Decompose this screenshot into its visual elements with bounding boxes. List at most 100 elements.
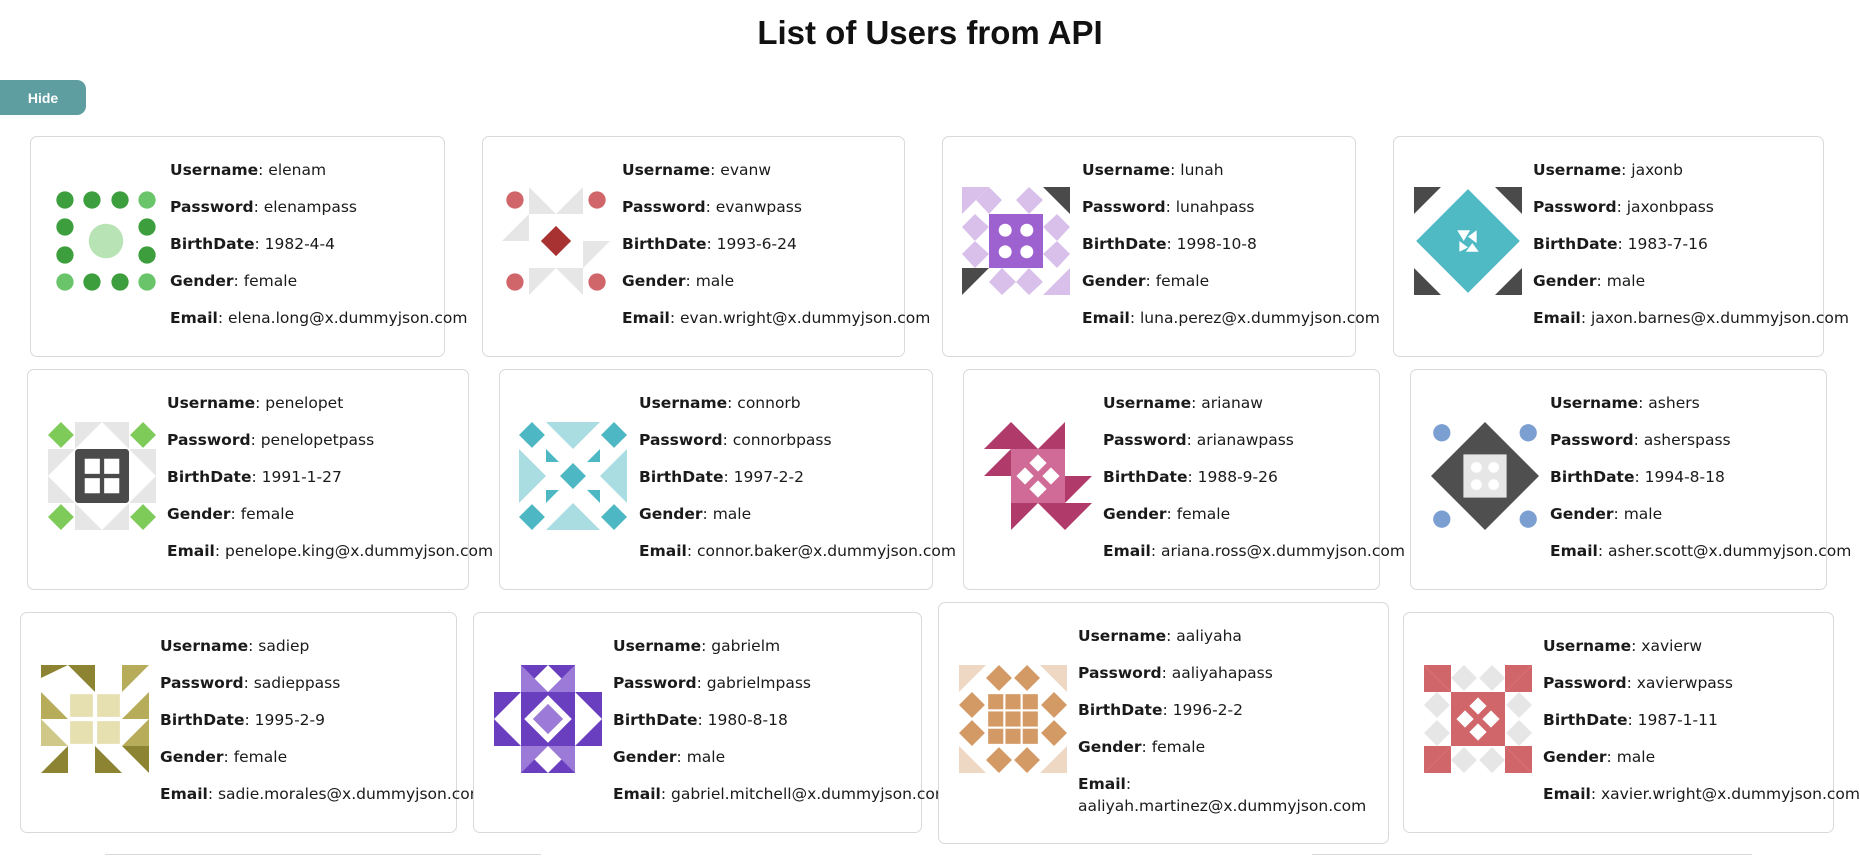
user-card: Username: lunah Password: lunahpass Birt… <box>942 136 1380 357</box>
user-card: Username: penelopet Password: penelopetp… <box>27 369 493 590</box>
birthdate-value: 1988-9-26 <box>1197 468 1278 486</box>
birthdate-value: 1993-6-24 <box>716 235 797 253</box>
identicon-avatar <box>1414 187 1522 295</box>
password-row: Password: xavierwpass <box>1543 674 1733 692</box>
email-row: Email: penelope.king@x.dummyjson.com <box>167 542 494 560</box>
gender-value: male <box>1606 272 1646 290</box>
username-row: Username: xavierw <box>1543 637 1703 655</box>
email-row: Email: jaxon.barnes@x.dummyjson.com <box>1533 309 1849 327</box>
identicon-avatar <box>519 422 627 530</box>
birthdate-row: BirthDate: 1983-7-16 <box>1533 235 1708 253</box>
user-info: Username: xavierw Password: xavierwpass … <box>1543 635 1860 820</box>
user-info: Username: jaxonb Password: jaxonbpass Bi… <box>1533 159 1849 344</box>
birthdate-row: BirthDate: 1996-2-2 <box>1078 701 1243 719</box>
identicon-avatar <box>502 187 610 295</box>
username-value: arianaw <box>1201 394 1263 412</box>
username-row: Username: penelopet <box>167 394 344 412</box>
username-row: Username: jaxonb <box>1533 161 1683 179</box>
email-value: gabriel.mitchell@x.dummyjson.com <box>670 785 950 803</box>
birthdate-row: BirthDate: 1991-1-27 <box>167 468 342 486</box>
email-value: evan.wright@x.dummyjson.com <box>679 309 931 327</box>
birthdate-row: BirthDate: 1987-1-11 <box>1543 711 1718 729</box>
password-value: connorbpass <box>732 431 832 449</box>
password-value: evanwpass <box>715 198 802 216</box>
user-info: Username: penelopet Password: penelopetp… <box>167 392 493 577</box>
username-value: aaliyaha <box>1176 627 1242 645</box>
identicon-avatar <box>52 187 160 295</box>
email-row: Email: ariana.ross@x.dummyjson.com <box>1103 542 1405 560</box>
email-value: jaxon.barnes@x.dummyjson.com <box>1590 309 1849 327</box>
gender-row: Gender: male <box>1543 748 1656 766</box>
password-row: Password: gabrielmpass <box>613 674 812 692</box>
identicon-avatar <box>962 187 1070 295</box>
username-value: evanw <box>720 161 772 179</box>
gender-row: Gender: female <box>1078 738 1206 756</box>
next-card-edge <box>105 854 541 855</box>
user-info: Username: evanw Password: evanwpass Birt… <box>622 159 930 344</box>
birthdate-row: BirthDate: 1993-6-24 <box>622 235 797 253</box>
gender-value: male <box>695 272 735 290</box>
username-value: jaxonb <box>1631 161 1683 179</box>
identicon-avatar <box>1424 665 1532 773</box>
user-info: Username: aaliyaha Password: aaliyahapas… <box>1078 625 1366 832</box>
gender-row: Gender: female <box>1082 272 1210 290</box>
birthdate-row: BirthDate: 1997-2-2 <box>639 468 804 486</box>
username-value: lunah <box>1180 161 1224 179</box>
birthdate-value: 1991-1-27 <box>261 468 342 486</box>
gender-row: Gender: male <box>622 272 735 290</box>
username-row: Username: aaliyaha <box>1078 627 1242 645</box>
user-card: Username: aaliyaha Password: aaliyahapas… <box>938 602 1389 844</box>
gender-row: Gender: male <box>1550 505 1663 523</box>
username-row: Username: connorb <box>639 394 801 412</box>
birthdate-value: 1998-10-8 <box>1176 235 1257 253</box>
identicon-avatar <box>494 665 602 773</box>
email-value: luna.perez@x.dummyjson.com <box>1139 309 1380 327</box>
password-row: Password: lunahpass <box>1082 198 1255 216</box>
password-row: Password: asherspass <box>1550 431 1731 449</box>
username-value: sadiep <box>258 637 310 655</box>
email-row: Email: connor.baker@x.dummyjson.com <box>639 542 957 560</box>
gender-row: Gender: female <box>160 748 288 766</box>
hide-button[interactable]: Hide <box>0 80 86 115</box>
password-value: asherspass <box>1643 431 1731 449</box>
password-value: aaliyahapass <box>1171 664 1273 682</box>
username-row: Username: gabrielm <box>613 637 781 655</box>
username-value: ashers <box>1648 394 1700 412</box>
password-row: Password: evanwpass <box>622 198 802 216</box>
user-card: Username: jaxonb Password: jaxonbpass Bi… <box>1393 136 1849 357</box>
user-card: Username: ashers Password: asherspass Bi… <box>1410 369 1851 590</box>
email-row: Email: luna.perez@x.dummyjson.com <box>1082 309 1380 327</box>
password-row: Password: aaliyahapass <box>1078 664 1273 682</box>
username-row: Username: elenam <box>170 161 327 179</box>
password-value: xavierwpass <box>1636 674 1733 692</box>
gender-value: male <box>686 748 726 766</box>
email-value: xavier.wright@x.dummyjson.com <box>1600 785 1860 803</box>
gender-row: Gender: female <box>1103 505 1231 523</box>
user-info: Username: lunah Password: lunahpass Birt… <box>1082 159 1380 344</box>
password-value: jaxonbpass <box>1626 198 1714 216</box>
password-row: Password: connorbpass <box>639 431 832 449</box>
email-value: ariana.ross@x.dummyjson.com <box>1160 542 1405 560</box>
gender-row: Gender: male <box>613 748 726 766</box>
username-value: xavierw <box>1641 637 1703 655</box>
next-card-edge <box>1312 854 1752 855</box>
username-value: gabrielm <box>711 637 781 655</box>
email-row: Email: asher.scott@x.dummyjson.com <box>1550 542 1852 560</box>
gender-value: female <box>1176 505 1231 523</box>
identicon-avatar <box>41 665 149 773</box>
user-card: Username: gabrielm Password: gabrielmpas… <box>473 612 950 833</box>
user-info: Username: elenam Password: elenampass Bi… <box>170 159 467 344</box>
birthdate-value: 1982-4-4 <box>264 235 335 253</box>
user-card: Username: elenam Password: elenampass Bi… <box>30 136 467 357</box>
identicon-avatar <box>1431 422 1539 530</box>
gender-value: female <box>1151 738 1206 756</box>
password-value: lunahpass <box>1175 198 1255 216</box>
email-row: Email: evan.wright@x.dummyjson.com <box>622 309 931 327</box>
password-value: gabrielmpass <box>706 674 812 692</box>
password-value: elenampass <box>263 198 358 216</box>
user-card: Username: evanw Password: evanwpass Birt… <box>482 136 930 357</box>
gender-value: female <box>1155 272 1210 290</box>
email-value: connor.baker@x.dummyjson.com <box>696 542 957 560</box>
password-value: arianawpass <box>1196 431 1294 449</box>
birthdate-row: BirthDate: 1988-9-26 <box>1103 468 1278 486</box>
